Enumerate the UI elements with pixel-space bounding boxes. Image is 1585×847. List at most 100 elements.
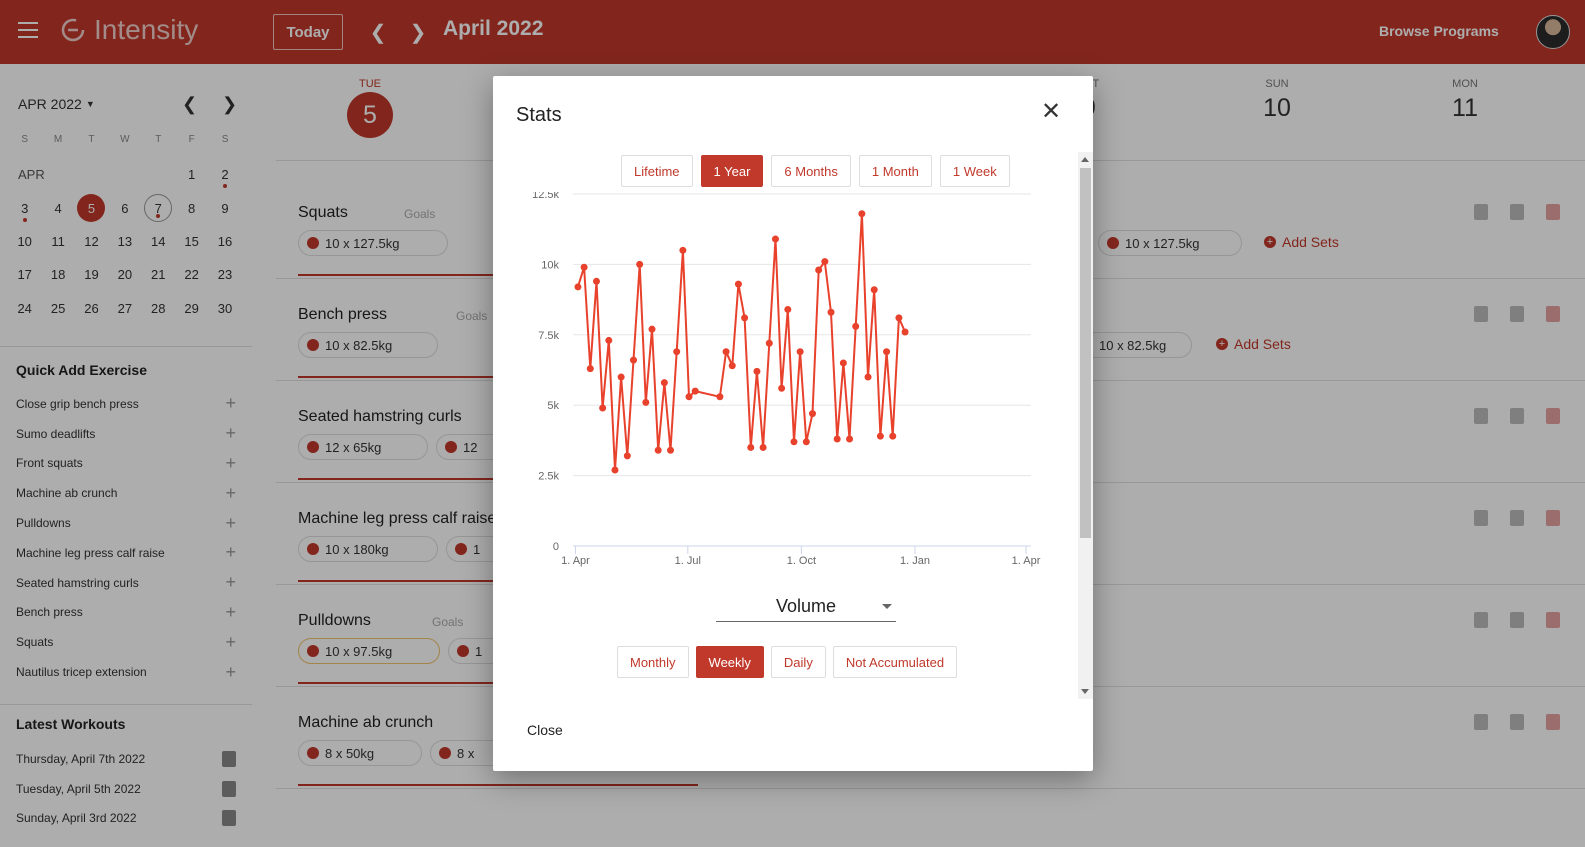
- copy-icon[interactable]: [222, 780, 236, 797]
- share-icon[interactable]: [1510, 306, 1524, 322]
- trash-icon[interactable]: [1546, 714, 1560, 730]
- calendar-day[interactable]: 24: [17, 300, 32, 316]
- day-header-mon[interactable]: MON 11: [1430, 78, 1500, 123]
- share-icon[interactable]: [1510, 408, 1524, 424]
- scroll-up-icon[interactable]: [1081, 157, 1089, 162]
- plus-icon[interactable]: +: [225, 482, 236, 503]
- calendar-day[interactable]: 8: [188, 200, 196, 216]
- copy-icon[interactable]: [1474, 510, 1488, 526]
- quick-add-item[interactable]: Nautilus tricep extension +: [16, 657, 236, 687]
- calendar-day[interactable]: 25: [50, 300, 66, 316]
- calendar-day[interactable]: 27: [117, 300, 133, 316]
- mode-daily-button[interactable]: Daily: [770, 646, 826, 678]
- calendar-day[interactable]: 12: [84, 233, 99, 249]
- trash-icon[interactable]: [1546, 204, 1560, 220]
- calendar-day[interactable]: 9: [221, 200, 229, 216]
- set-chip[interactable]: 8 x: [430, 740, 510, 766]
- calendar-day[interactable]: 11: [51, 233, 65, 249]
- calendar-day[interactable]: 15: [184, 233, 199, 249]
- plus-icon[interactable]: +: [225, 601, 236, 622]
- exercise-name[interactable]: Pulldowns: [298, 612, 371, 629]
- mini-calendar-prev-icon[interactable]: ❮: [182, 94, 198, 114]
- calendar-day[interactable]: 14: [151, 233, 166, 249]
- copy-icon[interactable]: [1474, 714, 1488, 730]
- calendar-day[interactable]: 17: [17, 267, 32, 283]
- calendar-day-selected[interactable]: 5: [77, 194, 106, 223]
- quick-add-item[interactable]: Squats +: [16, 627, 236, 657]
- set-chip[interactable]: 8 x 50kg: [298, 740, 422, 766]
- scroll-down-icon[interactable]: [1081, 689, 1089, 694]
- goals-link[interactable]: Goals: [404, 207, 436, 221]
- goals-link[interactable]: Goals: [432, 615, 464, 629]
- calendar-day[interactable]: 29: [184, 300, 199, 316]
- close-button[interactable]: Close: [527, 722, 563, 738]
- browse-programs-link[interactable]: Browse Programs: [1379, 23, 1499, 39]
- calendar-day[interactable]: 22: [184, 267, 199, 283]
- calendar-day[interactable]: 3: [8, 191, 41, 224]
- plus-icon[interactable]: +: [225, 393, 236, 414]
- quick-add-item[interactable]: Pulldowns +: [16, 508, 236, 538]
- plus-icon[interactable]: +: [225, 572, 236, 593]
- latest-workout-item[interactable]: Thursday, April 7th 2022: [16, 744, 236, 774]
- share-icon[interactable]: [1510, 612, 1524, 628]
- quick-add-item[interactable]: Bench press +: [16, 598, 236, 628]
- exercise-name[interactable]: Squats: [298, 204, 348, 221]
- calendar-day[interactable]: 28: [151, 300, 166, 316]
- latest-workout-item[interactable]: Sunday, April 3rd 2022: [16, 804, 236, 834]
- copy-icon[interactable]: [1474, 306, 1488, 322]
- add-sets-button[interactable]: + Add Sets: [1216, 336, 1291, 352]
- latest-workout-item[interactable]: Tuesday, April 5th 2022: [16, 774, 236, 804]
- mini-calendar-month-select[interactable]: APR 2022 ▼: [18, 96, 95, 112]
- exercise-name[interactable]: Machine ab crunch: [298, 714, 434, 731]
- calendar-day[interactable]: 4: [54, 200, 62, 216]
- calendar-day[interactable]: 1: [188, 167, 196, 183]
- calendar-day[interactable]: 30: [217, 300, 233, 316]
- exercise-name[interactable]: Bench press: [298, 306, 387, 323]
- calendar-day[interactable]: 18: [50, 267, 66, 283]
- range-1-year-button[interactable]: 1 Year: [700, 155, 764, 187]
- range-1-month-button[interactable]: 1 Month: [858, 155, 932, 187]
- quick-add-item[interactable]: Machine ab crunch +: [16, 478, 236, 508]
- quick-add-item[interactable]: Front squats +: [16, 449, 236, 479]
- copy-icon[interactable]: [1474, 612, 1488, 628]
- copy-icon[interactable]: [222, 750, 236, 767]
- mode-weekly-button[interactable]: Weekly: [695, 646, 764, 678]
- quick-add-item[interactable]: Machine leg press calf raise +: [16, 538, 236, 568]
- plus-icon[interactable]: +: [225, 542, 236, 563]
- exercise-name[interactable]: Machine leg press calf raise: [298, 510, 497, 527]
- metric-select[interactable]: Volume: [716, 592, 896, 622]
- next-period-button[interactable]: ❯: [409, 21, 427, 44]
- plus-icon[interactable]: +: [225, 423, 236, 444]
- quick-add-item[interactable]: Seated hamstring curls +: [16, 568, 236, 598]
- mode-monthly-button[interactable]: Monthly: [617, 646, 689, 678]
- day-header-tue[interactable]: TUE 5: [335, 78, 405, 138]
- goals-link[interactable]: Goals: [456, 309, 488, 323]
- range-1-week-button[interactable]: 1 Week: [939, 155, 1010, 187]
- calendar-day[interactable]: 16: [217, 233, 233, 249]
- calendar-day[interactable]: 13: [117, 233, 133, 249]
- mode-not-accumulated-button[interactable]: Not Accumulated: [832, 646, 958, 678]
- calendar-day[interactable]: 23: [217, 267, 233, 283]
- copy-icon[interactable]: [1474, 408, 1488, 424]
- share-icon[interactable]: [1510, 510, 1524, 526]
- set-chip[interactable]: 10 x 82.5kg: [298, 332, 438, 358]
- menu-icon[interactable]: [18, 22, 38, 38]
- calendar-day-today[interactable]: 7: [144, 194, 173, 223]
- trash-icon[interactable]: [1546, 408, 1560, 424]
- share-icon[interactable]: [1510, 714, 1524, 730]
- exercise-name[interactable]: Seated hamstring curls: [298, 408, 462, 425]
- calendar-day[interactable]: 21: [151, 267, 166, 283]
- set-chip[interactable]: 10 x 97.5kg: [298, 638, 440, 664]
- calendar-day[interactable]: 2: [208, 158, 241, 191]
- plus-icon[interactable]: +: [225, 512, 236, 533]
- trash-icon[interactable]: [1546, 306, 1560, 322]
- set-chip[interactable]: 10 x 180kg: [298, 536, 438, 562]
- calendar-day[interactable]: 6: [121, 200, 129, 216]
- quick-add-item[interactable]: Close grip bench press +: [16, 389, 236, 419]
- trash-icon[interactable]: [1546, 612, 1560, 628]
- set-chip[interactable]: 10 x 127.5kg: [1098, 230, 1242, 256]
- calendar-day[interactable]: 10: [17, 233, 32, 249]
- mini-calendar-next-icon[interactable]: ❯: [222, 94, 238, 114]
- close-icon[interactable]: ✕: [1040, 97, 1062, 125]
- copy-icon[interactable]: [222, 810, 236, 827]
